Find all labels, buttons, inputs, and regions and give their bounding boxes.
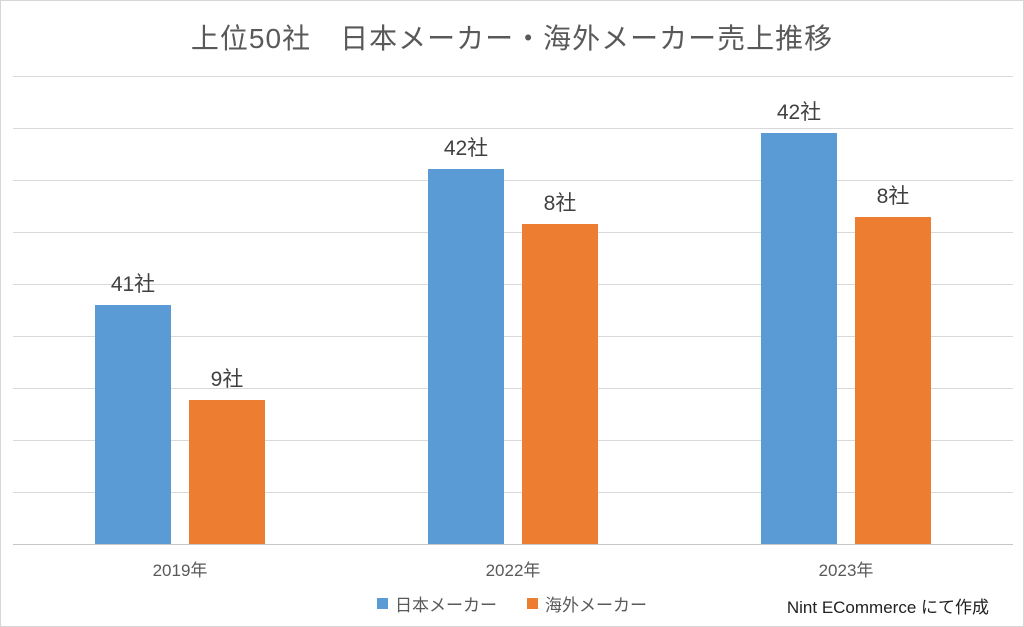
chart-title: 上位50社 日本メーカー・海外メーカー売上推移 bbox=[190, 23, 834, 54]
bar-data-label-overseas-2022年: 8社 bbox=[543, 192, 577, 215]
legend-swatch-icon bbox=[527, 598, 538, 609]
bar-data-label-japan-2023年: 42社 bbox=[776, 101, 822, 124]
bar-data-label-overseas-2019年: 9社 bbox=[210, 368, 244, 391]
x-axis-label-2022年: 2022年 bbox=[485, 561, 541, 580]
legend-item-japan: 日本メーカー bbox=[377, 591, 497, 616]
legend-label: 海外メーカー bbox=[545, 596, 647, 615]
x-axis-labels: 2019年 2022年 2023年 bbox=[13, 556, 1013, 580]
bar-overseas-2023年 bbox=[855, 217, 931, 544]
x-axis-label-2023年: 2023年 bbox=[818, 561, 874, 580]
bar-japan-2019年 bbox=[95, 305, 171, 544]
bar-japan-2022年 bbox=[428, 169, 504, 544]
bar-overseas-2022年 bbox=[522, 224, 598, 544]
legend-swatch-icon bbox=[377, 598, 388, 609]
bar-overseas-2019年 bbox=[189, 400, 265, 544]
x-axis-label-2019年: 2019年 bbox=[152, 561, 208, 580]
source-note: Nint ECommerce にて作成 bbox=[786, 598, 989, 617]
bar-data-label-japan-2019年: 41社 bbox=[110, 273, 156, 296]
legend-item-overseas: 海外メーカー bbox=[527, 591, 647, 616]
plot-area: 41社 9社 42社 8社 42社 8社 bbox=[13, 76, 1013, 545]
bar-japan-2023年 bbox=[761, 133, 837, 544]
bar-data-label-overseas-2023年: 8社 bbox=[876, 185, 910, 208]
legend: 日本メーカー 海外メーカー bbox=[1, 591, 1023, 616]
bar-data-label-japan-2022年: 42社 bbox=[443, 137, 489, 160]
legend-label: 日本メーカー bbox=[395, 596, 497, 615]
